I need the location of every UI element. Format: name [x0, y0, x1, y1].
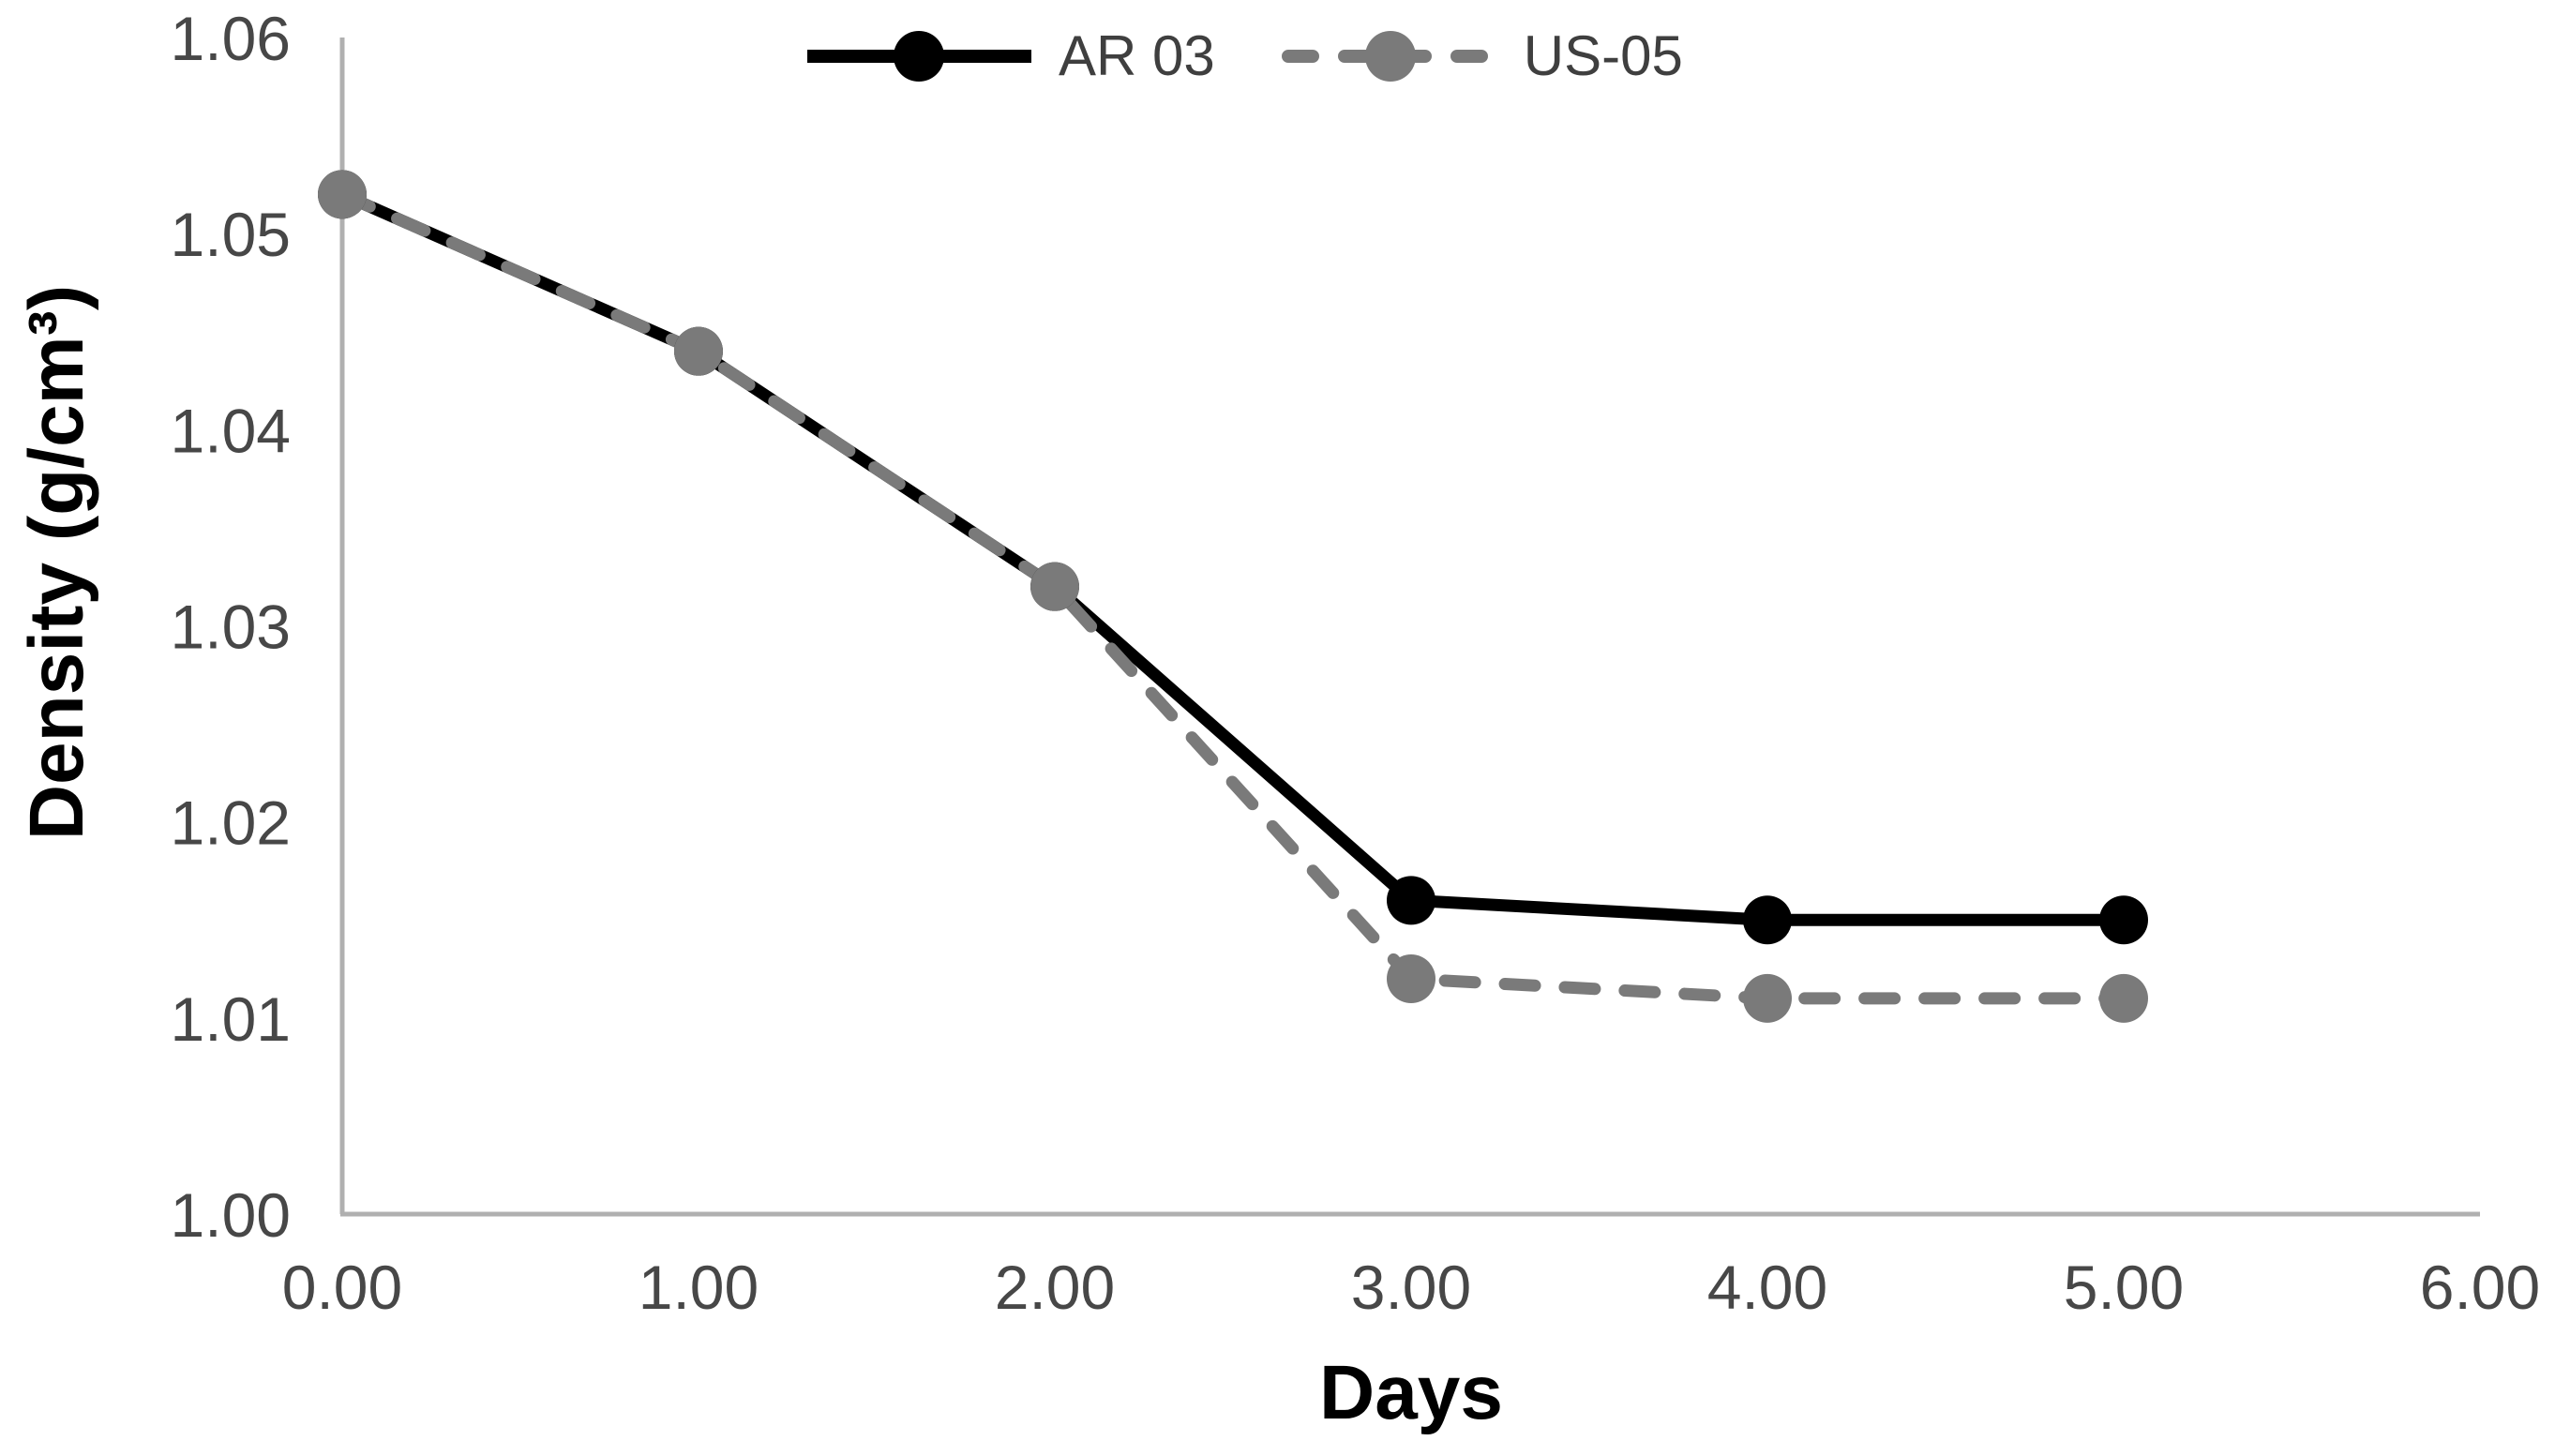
x-tick-label: 5.00 [2064, 1253, 2184, 1322]
x-tick-label: 3.00 [1351, 1253, 1471, 1322]
series-line-us-05 [336, 188, 2130, 1005]
y-tick-label: 1.02 [171, 788, 291, 858]
legend-swatch-solid-line [807, 31, 1031, 82]
data-point-us-05-day-1 [674, 326, 723, 376]
data-point-ar-03-day-4 [1743, 895, 1792, 945]
x-tick-label: 0.00 [282, 1253, 402, 1322]
y-tick-label: 1.04 [171, 396, 291, 465]
y-tick-label: 1.00 [171, 1180, 291, 1250]
y-tick-label: 1.01 [171, 984, 291, 1054]
series-line-ar-03 [339, 188, 2124, 926]
x-tick-label: 1.00 [639, 1253, 759, 1322]
data-point-ar-03-day-3 [1387, 876, 1435, 925]
y-tick-label: 1.06 [171, 4, 291, 73]
y-axis-title: Density (g/cm³) [14, 285, 99, 840]
x-tick-label: 2.00 [995, 1253, 1115, 1322]
legend-label-us-05: US-05 [1523, 24, 1683, 87]
legend-label-ar-03: AR 03 [1059, 24, 1215, 87]
legend-item-us-05: US-05 [1279, 26, 1683, 86]
x-tick-label: 6.00 [2420, 1253, 2540, 1322]
y-tick-label: 1.03 [171, 593, 291, 662]
y-tick-label: 1.05 [171, 200, 291, 269]
data-point-us-05-day-5 [2099, 973, 2148, 1023]
legend-item-ar-03: AR 03 [804, 26, 1215, 86]
data-point-ar-03-day-5 [2099, 895, 2148, 945]
data-point-us-05-day-2 [1030, 562, 1079, 611]
chart-legend: AR 03 US-05 [804, 26, 1683, 86]
data-point-us-05-day-4 [1743, 973, 1792, 1023]
x-tick-label: 4.00 [1707, 1253, 1827, 1322]
legend-swatch-dashed-line [1281, 31, 1499, 82]
data-point-us-05-day-0 [318, 170, 367, 219]
data-point-us-05-day-3 [1387, 954, 1435, 1003]
x-axis-title: Days [1319, 1350, 1503, 1435]
